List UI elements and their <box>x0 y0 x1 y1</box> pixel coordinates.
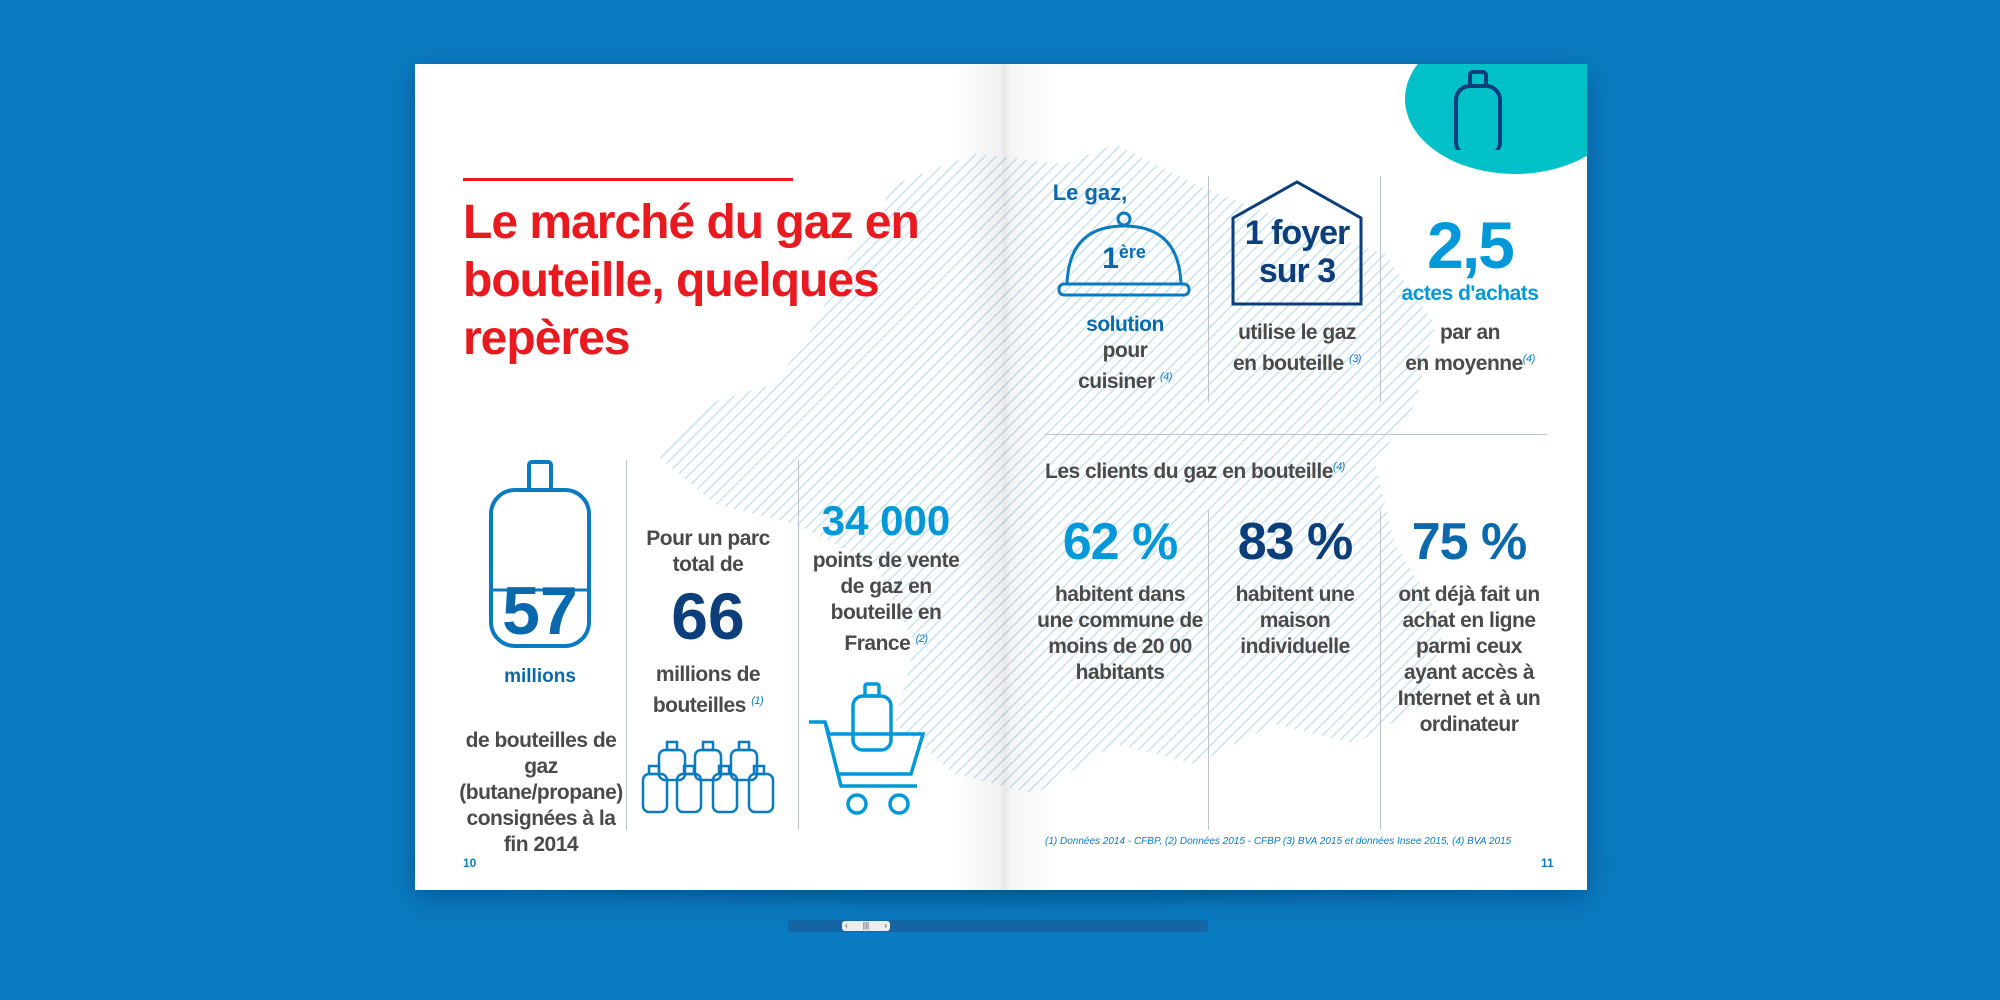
stat-57-number: 57 <box>502 573 578 649</box>
page-scrollbar[interactable]: ‹ ||| › <box>788 920 1208 932</box>
client-text-83: habitent une maison individuelle <box>1235 583 1355 658</box>
section-divider <box>1045 434 1547 435</box>
stat-2-5-number: 2,5 <box>1427 208 1515 282</box>
footnote: (1) Données 2014 - CFBP, (2) Données 201… <box>1045 836 1512 847</box>
cloche-label: 1ère <box>1102 242 1146 275</box>
cloche-icon <box>1057 211 1191 297</box>
france-map-icon <box>655 144 1445 794</box>
stat-66-text: millions de bouteilles (1) <box>652 663 764 717</box>
client-pct-75: 75 % <box>1411 513 1528 571</box>
client-pct-83: 83 % <box>1237 513 1354 571</box>
stat-2-5-text: par an en moyenne(4) <box>1405 321 1535 375</box>
divider <box>798 460 799 830</box>
client-text-75: ont déjà fait un achat en ligne parmi ce… <box>1397 583 1541 736</box>
stat-66-number: 66 <box>671 579 745 653</box>
stat-34000-number: 34 000 <box>821 497 951 544</box>
clients-heading: Les clients du gaz en bouteille(4) <box>1045 460 1345 483</box>
divider <box>626 460 627 830</box>
stat-57-unit: millions <box>504 666 576 687</box>
divider <box>1380 176 1381 402</box>
stat-2-5-sub: actes d'achats <box>1401 282 1539 305</box>
divider <box>1380 510 1381 830</box>
gaz-label: Le gaz, <box>1052 180 1128 205</box>
book-gutter <box>955 64 1055 890</box>
divider <box>1208 176 1209 402</box>
house-icon <box>1231 180 1363 306</box>
stat-57-text: de bouteilles de gaz (butane/propane) co… <box>459 729 623 856</box>
flipbook-spread: Le marché du gaz en bouteille, quelques … <box>415 64 1587 890</box>
house-text: 1 foyer sur 3 <box>1244 214 1351 290</box>
scrollbar-thumb[interactable]: ‹ ||| › <box>842 921 890 931</box>
client-pct-62: 62 % <box>1062 513 1179 571</box>
gas-bottle-icon <box>1454 70 1502 150</box>
bottle-group-icon <box>641 740 775 814</box>
shopping-cart-icon <box>809 682 926 815</box>
chevron-left-icon[interactable]: ‹ <box>845 921 848 930</box>
stat-34000-text: points de vente de gaz en bouteille en F… <box>812 549 960 655</box>
client-text-62: habitent dans une commune de moins de 20… <box>1037 583 1203 684</box>
title-rule <box>463 178 793 181</box>
gas-bottle-icon <box>489 460 591 648</box>
chevron-right-icon[interactable]: › <box>884 921 887 930</box>
page-number-left: 10 <box>463 856 477 870</box>
cloche-text: solution pour cuisiner (4) <box>1078 313 1172 393</box>
foyer-text: utilise le gaz en bouteille (3) <box>1233 321 1361 375</box>
divider <box>1208 510 1209 830</box>
page-number-right: 11 <box>1541 856 1554 870</box>
scrollbar-grip: ||| <box>862 921 870 930</box>
stat-66-intro: Pour un parc total de <box>646 527 770 576</box>
page-title: Le marché du gaz en bouteille, quelques … <box>463 196 920 365</box>
